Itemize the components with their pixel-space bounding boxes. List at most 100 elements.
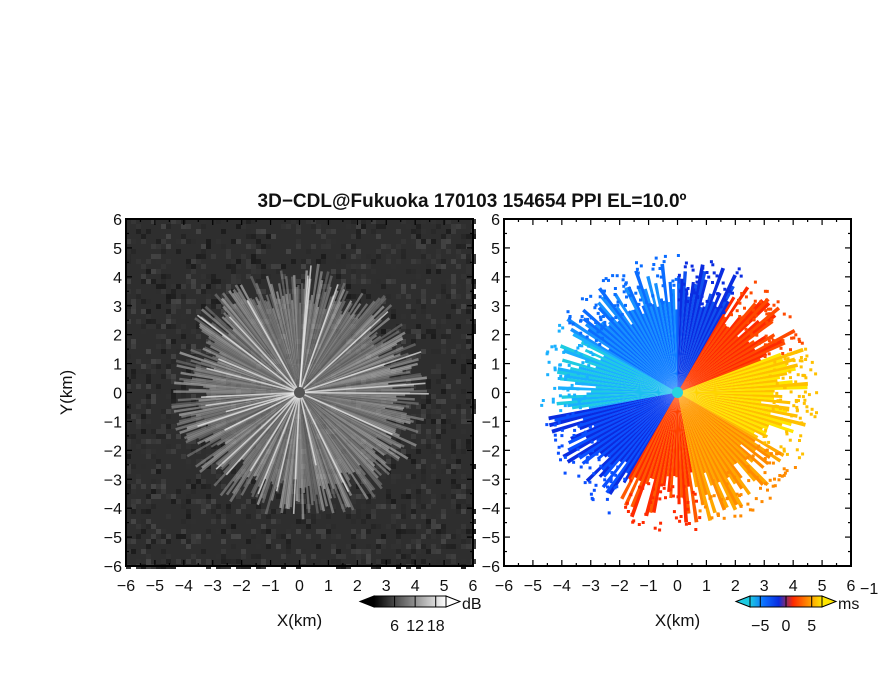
velocity-pixel <box>605 497 609 501</box>
velocity-pixel <box>652 263 656 266</box>
noise-pixel <box>356 559 361 564</box>
noise-pixel <box>426 519 431 524</box>
velocity-sector <box>677 392 769 438</box>
noise-pixel <box>161 559 166 564</box>
velocity-pixel <box>763 355 767 358</box>
noise-pixel <box>331 559 336 564</box>
velocity-sector <box>677 392 790 411</box>
velocity-pixel <box>622 284 626 288</box>
noise-pixel <box>146 309 151 314</box>
noise-pixel <box>181 334 186 339</box>
noise-pixel <box>431 229 436 234</box>
right-colorbar: −5 0 5ms−1 <box>734 581 878 635</box>
noise-pixel <box>166 369 171 374</box>
noise-pixel <box>361 559 366 564</box>
velocity-sector <box>624 392 678 507</box>
noise-pixel <box>166 554 171 559</box>
echo-ray <box>299 392 377 439</box>
velocity-pixel <box>705 299 709 303</box>
noise-pixel <box>201 504 206 509</box>
noise-pixel <box>236 274 241 279</box>
echo-streak <box>298 265 312 393</box>
y-tick-label: 6 <box>113 212 122 229</box>
velocity-sector <box>677 392 771 415</box>
noise-pixel <box>456 544 461 549</box>
velocity-pixel <box>662 260 666 264</box>
echo-streak <box>246 299 301 393</box>
colorbar-max-arrow <box>821 595 838 608</box>
noise-pixel <box>191 554 196 559</box>
velocity-sector <box>677 392 721 483</box>
noise-pixel <box>396 529 401 534</box>
noise-pixel <box>171 424 176 429</box>
velocity-pixel <box>568 316 572 320</box>
colorbar-tick-label: 6 <box>390 618 399 635</box>
velocity-sector <box>669 392 678 499</box>
noise-pixel <box>126 484 131 489</box>
noise-pixel <box>406 379 411 384</box>
noise-pixel <box>461 239 466 244</box>
noise-pixel <box>371 219 376 224</box>
velocity-pixel <box>800 359 804 363</box>
noise-pixel <box>206 529 211 534</box>
noise-pixel <box>401 509 406 514</box>
velocity-pixel <box>624 282 628 286</box>
noise-pixel <box>151 484 156 489</box>
noise-pixel <box>201 254 206 259</box>
velocity-sector <box>677 358 761 393</box>
noise-pixel <box>361 289 366 294</box>
velocity-sector <box>677 392 736 466</box>
velocity-pixel <box>691 490 695 494</box>
noise-pixel <box>466 264 471 269</box>
colorbar-tick-label: −5 <box>751 618 769 635</box>
echo-ray <box>194 372 300 393</box>
y-tick-label: 2 <box>113 328 122 345</box>
velocity-pixel <box>677 283 681 287</box>
velocity-pixel <box>579 353 583 357</box>
noise-pixel <box>411 279 416 284</box>
velocity-sector <box>677 283 698 393</box>
noise-pixel <box>456 459 461 464</box>
echo-ray <box>299 392 383 486</box>
noise-pixel <box>246 514 251 519</box>
noise-pixel <box>401 524 406 529</box>
velocity-pixel <box>813 415 817 419</box>
velocity-pixel <box>721 281 725 285</box>
noise-pixel <box>191 414 196 419</box>
echo-ray <box>299 392 410 408</box>
noise-pixel <box>156 434 161 439</box>
velocity-pixel <box>639 298 642 302</box>
noise-pixel <box>426 434 431 439</box>
velocity-sector <box>677 392 806 427</box>
velocity-sector <box>677 306 781 393</box>
echo-ray <box>299 392 400 462</box>
noise-pixel <box>371 269 376 274</box>
echo-ray <box>214 293 300 393</box>
noise-pixel <box>451 439 456 444</box>
noise-pixel <box>146 409 151 414</box>
noise-pixel <box>171 369 176 374</box>
noise-pixel <box>196 559 201 564</box>
noise-pixel <box>426 489 431 494</box>
noise-pixel <box>391 374 396 379</box>
noise-pixel <box>436 369 441 374</box>
velocity-sector <box>662 392 678 487</box>
velocity-sector <box>677 352 782 393</box>
velocity-pixel <box>581 382 585 386</box>
noise-pixel <box>181 229 186 234</box>
noise-pixel <box>441 444 446 449</box>
velocity-pixel <box>747 470 751 474</box>
noise-pixel <box>126 259 131 264</box>
noise-pixel <box>171 289 176 294</box>
velocity-pixel <box>624 505 628 509</box>
velocity-pixel <box>574 349 578 353</box>
echo-streak <box>215 391 301 470</box>
noise-pixel <box>431 334 436 339</box>
noise-pixel <box>261 274 266 279</box>
noise-pixel <box>186 299 191 304</box>
noise-pixel <box>391 474 396 479</box>
velocity-pixel <box>740 292 744 295</box>
velocity-sector <box>566 317 678 393</box>
velocity-pixel <box>765 320 769 324</box>
noise-pixel <box>336 549 341 554</box>
